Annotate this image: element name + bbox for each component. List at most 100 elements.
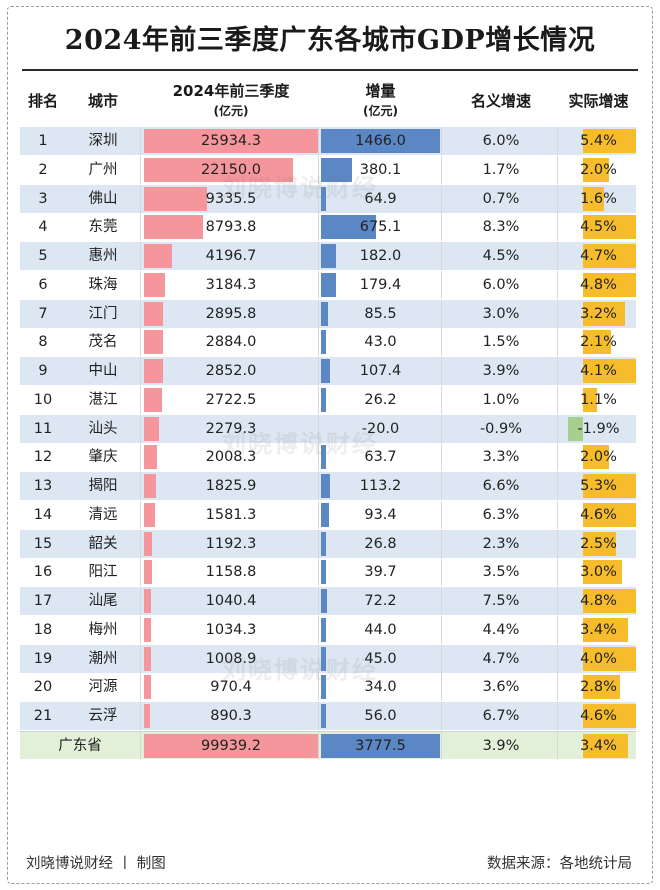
gdp-cell: 1040.4 — [144, 587, 318, 615]
real-growth-value: 3.4% — [580, 621, 617, 638]
gdp-value: 2884.0 — [205, 334, 257, 351]
increase-cell: 39.7 — [321, 558, 440, 586]
real-growth-bar — [583, 474, 636, 498]
nominal-growth: 3.9% — [482, 363, 520, 379]
real-growth-cell: 2.0% — [561, 156, 636, 184]
header-gdp: 2024年前三季度 (亿元) — [144, 80, 318, 122]
table-row: 9 中山 2852.0 107.4 3.9% 4.1% — [20, 357, 636, 385]
increase-cell: 93.4 — [321, 501, 440, 529]
gdp-bar — [144, 733, 318, 758]
increase-value: 1466.0 — [355, 133, 406, 149]
column-divider — [318, 615, 319, 644]
gdp-value: 2895.8 — [205, 305, 257, 322]
city-cell: 梅州 — [88, 621, 118, 638]
rank-cell: 18 — [33, 621, 53, 638]
increase-value: 26.2 — [364, 391, 397, 408]
column-divider — [557, 270, 558, 299]
increase-bar — [321, 733, 440, 758]
increase-cell: 45.0 — [321, 645, 440, 673]
real-growth-bar — [583, 301, 626, 326]
gdp-value: 2852.0 — [205, 363, 257, 379]
real-growth-value: 4.0% — [580, 650, 617, 667]
nominal-growth: 3.6% — [482, 679, 520, 696]
table-row: 2 广州 22150.0 380.1 1.7% 2.0% — [20, 155, 636, 184]
increase-bar — [321, 186, 327, 211]
rank-cell: 21 — [33, 708, 53, 724]
gdp-value: 1192.3 — [205, 535, 257, 552]
header-gdp-unit: (亿元) — [213, 104, 249, 118]
increase-value: 26.8 — [364, 535, 397, 552]
rank-cell: 4 — [38, 219, 48, 236]
column-divider — [140, 184, 141, 213]
real-growth-cell: -1.9% — [561, 415, 636, 443]
increase-bar — [321, 445, 327, 470]
gdp-value: 99939.2 — [201, 737, 261, 754]
header-city: 城市 — [87, 92, 118, 110]
gdp-bar — [144, 416, 160, 441]
real-growth-cell: 4.1% — [561, 357, 636, 385]
column-divider — [318, 155, 319, 184]
nominal-growth: 3.9% — [482, 737, 520, 754]
gdp-bar — [144, 531, 152, 556]
city-cell: 云浮 — [88, 708, 118, 724]
gdp-bar — [144, 330, 164, 355]
city-cell: 揭阳 — [88, 478, 118, 494]
column-divider — [441, 357, 442, 385]
rank-cell: 7 — [38, 305, 48, 322]
gdp-cell: 2279.3 — [144, 415, 318, 443]
nominal-growth: 1.0% — [482, 391, 520, 408]
increase-cell: 380.1 — [321, 156, 440, 184]
real-growth-value: -1.9% — [577, 420, 620, 437]
column-divider — [140, 242, 141, 270]
real-growth-cell: 4.6% — [561, 501, 636, 529]
table-row: 1 深圳 25934.3 1466.0 6.0% 5.4% — [20, 127, 636, 155]
real-growth-bar — [583, 157, 610, 182]
column-divider — [557, 500, 558, 529]
rank-cell: 15 — [33, 535, 53, 552]
gdp-value: 1034.3 — [205, 621, 257, 638]
real-growth-cell: 1.6% — [561, 185, 636, 213]
rank-cell: 13 — [33, 478, 53, 494]
increase-bar — [321, 560, 326, 585]
real-growth-value: 4.5% — [580, 219, 617, 236]
table-row: 11 汕头 2279.3 -20.0 -0.9% -1.9% — [20, 414, 636, 443]
real-growth-bar — [583, 129, 636, 153]
column-divider — [318, 270, 319, 299]
column-divider — [318, 328, 319, 357]
gdp-cell: 25934.3 — [144, 127, 318, 155]
nominal-growth: 6.7% — [482, 708, 520, 724]
gdp-cell: 3184.3 — [144, 271, 318, 299]
nominal-growth: 2.3% — [482, 535, 520, 552]
gdp-bar — [144, 560, 152, 585]
real-growth-bar — [583, 244, 636, 268]
nominal-growth: 6.3% — [482, 506, 520, 523]
gdp-bar — [144, 502, 155, 527]
city-cell: 江门 — [88, 305, 118, 322]
column-divider — [318, 731, 319, 760]
increase-bar — [321, 272, 336, 297]
nominal-growth: 7.5% — [482, 593, 520, 609]
real-growth-value: 4.6% — [580, 708, 617, 724]
column-divider — [441, 184, 442, 213]
gdp-cell: 2722.5 — [144, 386, 318, 414]
rank-cell: 20 — [33, 679, 53, 696]
rank-cell: 12 — [33, 449, 53, 466]
gdp-bar — [144, 301, 164, 326]
increase-value: 45.0 — [364, 650, 397, 667]
increase-cell: 63.7 — [321, 443, 440, 471]
gdp-value: 1825.9 — [205, 478, 257, 494]
gdp-cell: 2884.0 — [144, 328, 318, 356]
nominal-growth: 6.0% — [482, 133, 520, 149]
real-growth-value: 4.8% — [580, 276, 617, 293]
increase-bar — [321, 502, 329, 527]
column-divider — [318, 500, 319, 529]
increase-cell: 43.0 — [321, 328, 440, 356]
column-divider — [140, 731, 141, 760]
gdp-value: 1008.9 — [205, 650, 257, 667]
real-growth-value: 4.7% — [580, 248, 617, 264]
column-divider — [318, 529, 319, 558]
nominal-growth: -0.9% — [479, 420, 523, 437]
real-growth-value: 3.0% — [580, 564, 617, 581]
rank-cell: 11 — [33, 420, 53, 437]
gdp-value: 1040.4 — [205, 593, 257, 609]
